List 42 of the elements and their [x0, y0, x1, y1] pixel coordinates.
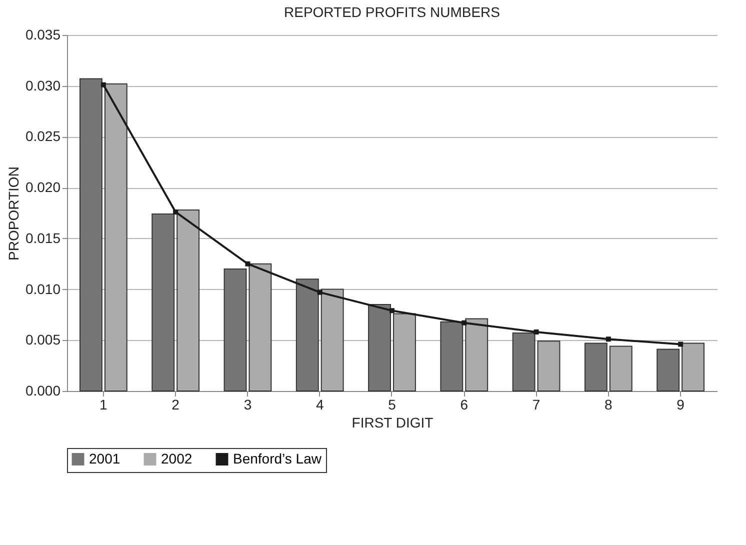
bar: [368, 304, 392, 392]
y-tick-label: 0.000: [25, 382, 61, 398]
x-tick-label: 2: [172, 396, 180, 412]
point: [534, 330, 539, 335]
x-axis-title: FIRST DIGIT: [352, 414, 434, 430]
x-tick-label: 4: [316, 396, 324, 412]
bar: [224, 268, 247, 392]
y-tick-label: 0.020: [25, 179, 61, 196]
y-tick-label: 0.015: [25, 230, 61, 246]
bar: [656, 348, 680, 392]
point: [678, 342, 684, 347]
x-tick-label: 8: [604, 396, 613, 412]
bar: [79, 78, 102, 392]
y-tick-label: 0.030: [25, 77, 61, 94]
legend-label: 2002: [161, 450, 192, 466]
y-tick-label: 0.025: [25, 128, 61, 144]
point: [173, 209, 178, 214]
bar: [440, 321, 464, 392]
y-axis-title: PROPORTION: [5, 166, 22, 260]
point: [390, 308, 394, 314]
bar: [584, 342, 608, 392]
x-tick-label: 1: [100, 396, 108, 412]
point: [606, 336, 611, 342]
point: [462, 320, 467, 326]
bar: [512, 332, 536, 392]
x-tick-label: 9: [676, 396, 685, 412]
legend-label: 2001: [89, 450, 120, 466]
point: [317, 290, 322, 295]
legend-label: Benford’s Law: [233, 450, 322, 466]
bar: [296, 278, 319, 392]
x-tick-label: 7: [532, 396, 540, 412]
point: [100, 82, 106, 88]
y-tick-label: 0.035: [25, 26, 61, 42]
bar: [152, 214, 175, 392]
chart-title: REPORTED PROFITS NUMBERS: [284, 4, 500, 20]
x-tick-label: 5: [388, 396, 396, 412]
y-tick-label: 0.005: [25, 332, 61, 348]
x-tick-label: 3: [244, 396, 252, 412]
x-tick-label: 6: [460, 396, 468, 412]
y-tick-label: 0.010: [25, 280, 61, 297]
point: [245, 261, 250, 266]
bar: [609, 346, 632, 392]
